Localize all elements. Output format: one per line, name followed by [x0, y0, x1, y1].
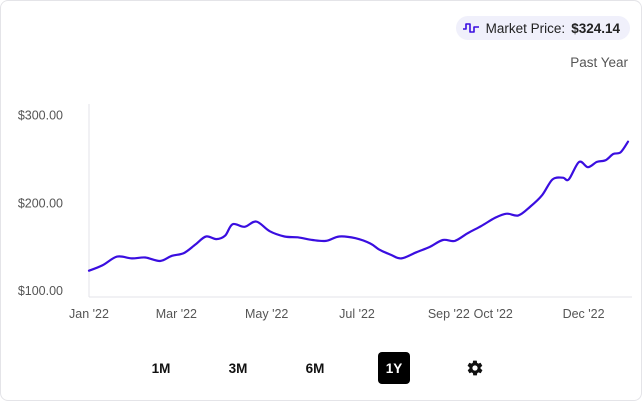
- range-label: Past Year: [570, 55, 628, 70]
- x-tick-label: Jul '22: [339, 307, 375, 321]
- y-tick-label: $200.00: [18, 196, 63, 210]
- x-tick-label: Mar '22: [156, 307, 197, 321]
- pulse-icon: [462, 23, 479, 33]
- gear-icon: [467, 360, 483, 376]
- market-price-label: Market Price:: [485, 20, 566, 36]
- y-tick-label: $100.00: [18, 284, 63, 298]
- price-line-chart: $100.00 $200.00 $300.00 Jan '22 Mar '22 May …: [18, 104, 632, 321]
- market-price-value: $324.14: [571, 20, 620, 36]
- market-price-pill: Market Price: $324.14: [455, 16, 630, 40]
- x-tick-label: Oct '22: [474, 307, 513, 321]
- range-toolbar: 1M 3M 6M 1Y: [0, 351, 642, 385]
- x-tick-label: Jan '22: [69, 307, 109, 321]
- y-axis-ticks: $100.00 $200.00 $300.00: [18, 109, 63, 298]
- range-button-3m[interactable]: 3M: [222, 352, 254, 384]
- price-series-line: [87, 140, 630, 272]
- x-axis-ticks: Jan '22 Mar '22 May '22 Jul '22 Sep '22 Oct '…: [69, 307, 605, 321]
- range-button-1m[interactable]: 1M: [145, 352, 177, 384]
- range-button-6m[interactable]: 6M: [299, 352, 331, 384]
- settings-button[interactable]: [459, 352, 491, 384]
- x-tick-label: Sep '22: [428, 307, 470, 321]
- y-tick-label: $300.00: [18, 109, 63, 123]
- x-tick-label: Dec '22: [563, 307, 605, 321]
- range-button-1y[interactable]: 1Y: [378, 352, 410, 384]
- x-tick-label: May '22: [245, 307, 288, 321]
